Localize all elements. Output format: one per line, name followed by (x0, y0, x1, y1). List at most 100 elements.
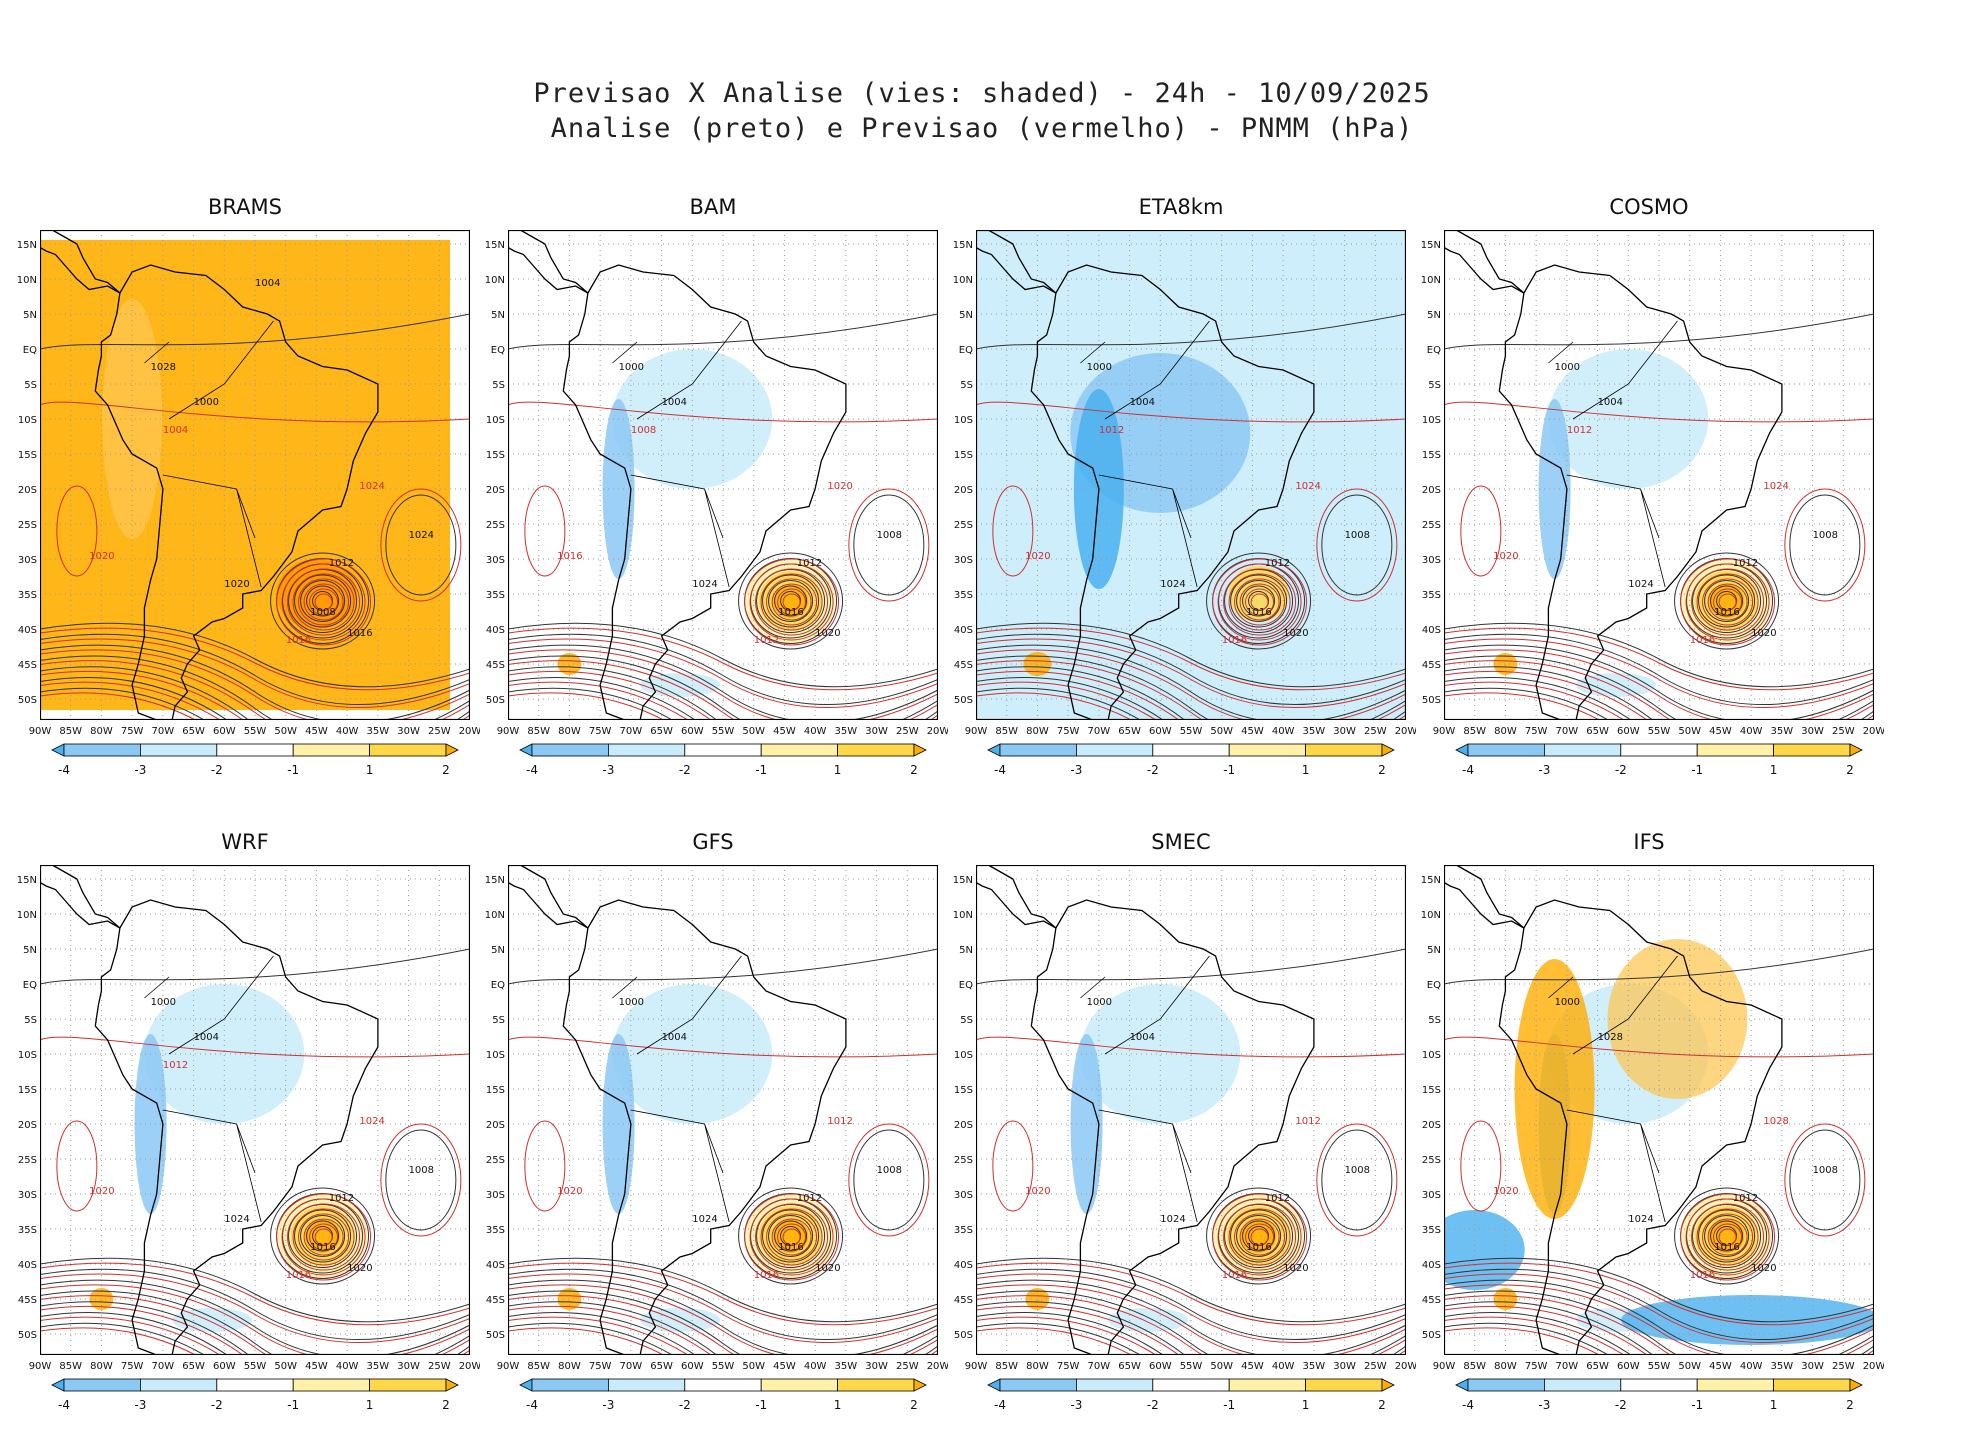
lat-tick-label: 25S (18, 520, 37, 531)
forecast-isobars (976, 1036, 1406, 1355)
lon-tick-label: 50W (274, 726, 297, 737)
lat-tick-label: 20S (954, 485, 973, 496)
lat-tick-label: 35S (954, 1225, 973, 1236)
lat-tick-label: 25S (486, 1155, 505, 1166)
isobar-label: 1020 (1751, 628, 1776, 639)
lat-tick-label: 20S (486, 485, 505, 496)
isobar-label: 1004 (662, 397, 687, 408)
lon-tick-label: 90W (497, 1361, 520, 1372)
lon-tick-label: 25W (1832, 726, 1855, 737)
lon-tick-label: 80W (90, 726, 113, 737)
isobar-label: 1000 (619, 362, 644, 373)
isobar-label: 1024 (1160, 579, 1185, 590)
lon-tick-label: 40W (1740, 726, 1763, 737)
lat-tick-label: 15N (953, 875, 973, 886)
grid-lines (1444, 230, 1874, 720)
lon-tick-label: 25W (1832, 1361, 1855, 1372)
lon-tick-label: 90W (1433, 726, 1456, 737)
isobar-label: 1004 (1130, 1032, 1155, 1043)
lat-tick-label: 10S (954, 1050, 973, 1061)
colorbar-container: -4-3-2-11234 (1444, 740, 1874, 790)
lon-tick-label: 70W (1556, 726, 1579, 737)
panel-brams: BRAMS 1008 1012 1016 1020 1024 1028 1000 1004 101… (10, 195, 480, 810)
colorbar-container: -4-3-2-11234 (40, 740, 470, 790)
lon-tick-label: 60W (213, 726, 236, 737)
isobar-label: 1000 (1087, 997, 1112, 1008)
isobar-label: 1000 (1555, 362, 1580, 373)
lat-tick-label: 20S (1422, 1120, 1441, 1131)
colorbar-label: -3 (602, 1398, 614, 1412)
forecast-isobar-label: 1016 (1690, 1270, 1715, 1281)
forecast-isobar-label: 1024 (1295, 481, 1320, 492)
lat-tick-label: 10S (18, 1050, 37, 1061)
lon-tick-label: 50W (1678, 726, 1701, 737)
isobar-label: 1000 (194, 397, 219, 408)
axis-labels: 15N 10N 5N EQ 5S 10S 15S 20S 25S 30S 35S 40S 45S 50S 9… (953, 875, 1416, 1372)
lon-tick-label: 75W (1525, 726, 1548, 737)
colorbar: -4-3-2-11234 (519, 1378, 927, 1412)
lon-tick-label: 20W (459, 1361, 480, 1372)
isobar-label: 1012 (1265, 558, 1290, 569)
isobar-label: 1016 (1714, 1242, 1739, 1253)
isobar-label: 1024 (692, 1214, 717, 1225)
lon-tick-label: 90W (29, 1361, 52, 1372)
forecast-isobar-label: 1020 (1025, 551, 1050, 562)
lon-tick-label: 80W (1026, 1361, 1049, 1372)
isobar-label: 1016 (310, 1242, 335, 1253)
forecast-isobar-label: 1028 (1763, 1116, 1788, 1127)
analysis-isobars (976, 313, 1406, 720)
isobar-label: 1024 (1160, 1214, 1185, 1225)
forecast-isobar-label: 1012 (1567, 425, 1592, 436)
lat-tick-label: 15S (954, 1085, 973, 1096)
lat-tick-label: 15S (486, 1085, 505, 1096)
isobar-label: 1012 (329, 1193, 354, 1204)
colorbar-label: -1 (755, 763, 767, 777)
colorbar-swatch (445, 743, 459, 757)
lon-tick-label: 50W (1678, 1361, 1701, 1372)
axis-labels: 15N 10N 5N EQ 5S 10S 15S 20S 25S 30S 35S 40S 45S 50S 9… (17, 875, 480, 1372)
lon-tick-label: 35W (367, 726, 390, 737)
lon-tick-label: 40W (336, 726, 359, 737)
lat-tick-label: 50S (1422, 1330, 1441, 1341)
lat-tick-label: 5N (23, 310, 37, 321)
coastline (40, 230, 379, 720)
lat-tick-label: 5N (959, 945, 973, 956)
lon-tick-label: 60W (1149, 1361, 1172, 1372)
axis-labels: 15N 10N 5N EQ 5S 10S 15S 20S 25S 30S 35S 40S 45S 50S 9… (485, 240, 948, 737)
lat-tick-label: 15N (17, 240, 37, 251)
lat-tick-label: 45S (1422, 1295, 1441, 1306)
figure-title-line2: Analise (preto) e Previsao (vermelho) - … (550, 113, 1414, 144)
forecast-isobars (40, 1036, 470, 1355)
lat-tick-label: 40S (1422, 625, 1441, 636)
isobar-label: 1020 (347, 1263, 372, 1274)
lat-tick-label: EQ (959, 345, 973, 356)
isobar-label: 1016 (347, 628, 372, 639)
lat-tick-label: 50S (18, 695, 37, 706)
lon-tick-label: 90W (965, 726, 988, 737)
lon-tick-label: 25W (428, 726, 451, 737)
lat-tick-label: 5S (24, 1015, 37, 1026)
lat-tick-label: 40S (954, 1260, 973, 1271)
coastline (976, 865, 1315, 1355)
lon-tick-label: 65W (1118, 1361, 1141, 1372)
colorbar: -4-3-2-11234 (519, 743, 927, 777)
forecast-isobar-label: 1020 (89, 551, 114, 562)
grid-lines (1444, 865, 1874, 1355)
lat-tick-label: 45S (18, 660, 37, 671)
lon-tick-label: 85W (995, 1361, 1018, 1372)
lat-tick-label: 35S (18, 1225, 37, 1236)
colorbar-swatch (1381, 1378, 1395, 1392)
lat-tick-label: 40S (486, 625, 505, 636)
map-frame: 1016 1012 1020 1024 1008 1000 1004 1016 1020 1024… (1444, 230, 1874, 720)
map-plot: 1016 1012 1020 1024 1008 1000 1004 1016 1020 1024… (40, 865, 470, 1355)
isobar-label: 1012 (1733, 1193, 1758, 1204)
lon-tick-label: 70W (1088, 726, 1111, 737)
lat-tick-label: 25S (1422, 1155, 1441, 1166)
colorbar-label: 1 (1302, 763, 1310, 777)
lat-tick-label: 15N (1421, 240, 1441, 251)
map-frame: 1016 1012 1020 1024 1008 1000 1004 1016 1020 1024… (976, 230, 1406, 720)
lon-tick-label: 60W (1617, 726, 1640, 737)
colorbar-container: -4-3-2-11234 (1444, 1375, 1874, 1425)
lon-tick-label: 55W (1648, 726, 1671, 737)
lat-tick-label: 15S (1422, 450, 1441, 461)
